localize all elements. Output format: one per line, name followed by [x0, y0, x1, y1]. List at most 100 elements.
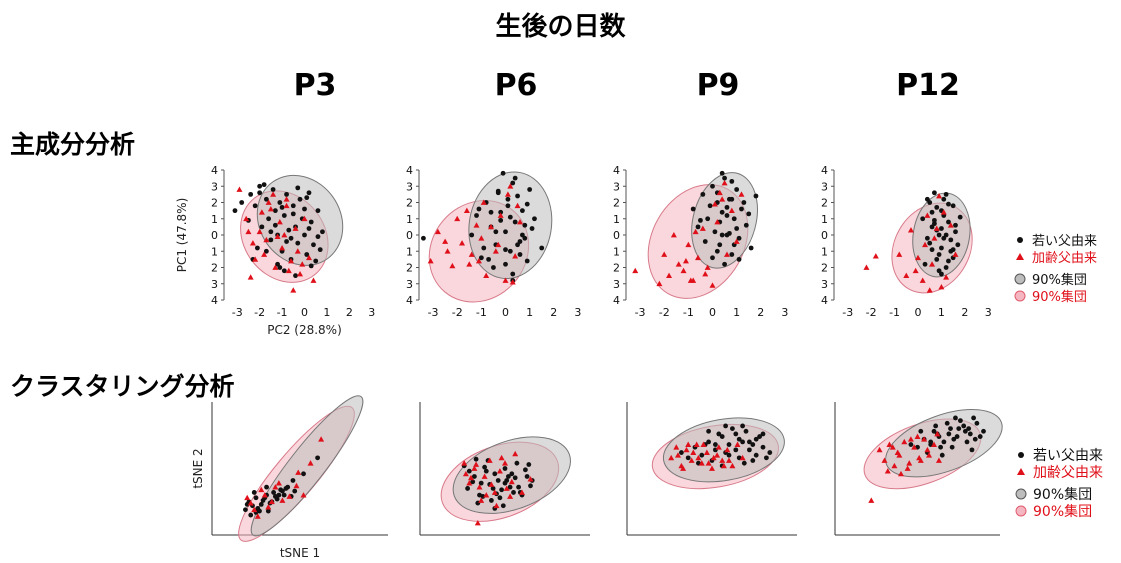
x-tick-label: -2: [659, 306, 670, 319]
point-old: [724, 446, 731, 453]
point-old: [931, 441, 937, 447]
point-young: [526, 462, 532, 467]
point-young: [517, 252, 523, 257]
point-young: [293, 273, 298, 279]
point-young: [511, 490, 516, 495]
point-old: [480, 199, 487, 205]
point-old: [507, 183, 514, 189]
point-old: [891, 462, 898, 469]
legend-young-label: 若い父由来: [1033, 448, 1103, 464]
point-old: [508, 478, 515, 485]
point-old: [668, 454, 675, 461]
point-young: [730, 426, 735, 431]
point-young: [498, 217, 504, 223]
point-young: [964, 439, 970, 445]
point-young: [304, 252, 310, 257]
point-old: [714, 219, 721, 225]
point-young: [729, 196, 735, 202]
point-old: [680, 267, 687, 274]
legend-old-ellipse-label: 90%集団: [1032, 289, 1087, 305]
point-young: [955, 242, 961, 248]
point-old: [293, 482, 300, 489]
point-young: [473, 456, 479, 462]
point-young: [500, 170, 506, 176]
point-old: [279, 497, 286, 503]
point-young: [748, 245, 754, 251]
point-old: [702, 271, 709, 277]
point-young: [481, 245, 487, 251]
point-young: [480, 494, 486, 499]
point-young: [512, 219, 518, 225]
point-old: [461, 460, 468, 466]
point-old: [254, 513, 261, 519]
point-old: [687, 277, 694, 283]
point-young: [507, 484, 513, 490]
point-old: [272, 264, 279, 270]
point-young: [972, 436, 978, 442]
point-old: [459, 240, 466, 246]
point-young: [268, 237, 274, 243]
point-old: [502, 460, 508, 466]
point-young: [507, 248, 513, 254]
point-young: [476, 206, 482, 212]
point-young: [760, 444, 766, 450]
point-young: [510, 271, 516, 277]
point-young: [938, 444, 943, 450]
ellipse-young-90: [256, 174, 344, 266]
point-young: [722, 175, 727, 181]
point-young: [286, 227, 292, 233]
point-old: [919, 277, 926, 283]
point-old: [516, 219, 523, 225]
point-old: [704, 264, 711, 270]
point-young: [753, 452, 759, 458]
point-young: [257, 183, 263, 189]
point-old: [709, 282, 716, 288]
point-young: [257, 190, 263, 196]
point-young: [767, 450, 773, 455]
point-young: [265, 508, 271, 514]
point-old: [247, 274, 254, 280]
point-young: [719, 209, 725, 215]
point-old: [889, 444, 896, 450]
y-tick-label: 1: [406, 245, 413, 258]
point-old: [434, 228, 441, 235]
point-young: [750, 442, 756, 447]
point-old: [519, 489, 525, 495]
point-young: [290, 211, 296, 217]
point-old: [307, 460, 314, 466]
x-tick-label: 1: [733, 306, 740, 319]
point-old: [716, 189, 723, 196]
point-young: [971, 415, 976, 421]
y-tick-label: 3: [406, 180, 413, 193]
point-old: [914, 433, 921, 439]
point-old: [256, 228, 263, 235]
point-old: [283, 196, 290, 202]
point-young: [726, 442, 732, 447]
point-old: [721, 180, 728, 186]
x-tick-label: 1: [323, 306, 330, 319]
point-old: [726, 457, 732, 463]
x-axis-label: tSNE 1: [280, 546, 320, 560]
point-young: [753, 193, 759, 199]
point-young: [315, 208, 321, 214]
point-young: [929, 247, 935, 253]
point-old: [483, 272, 490, 279]
point-old: [685, 441, 692, 447]
point-young: [271, 490, 276, 495]
point-old: [454, 215, 461, 222]
point-old: [907, 227, 914, 233]
point-old: [729, 462, 736, 469]
point-old: [734, 441, 741, 447]
y-tick-label: 3: [613, 180, 620, 193]
point-old: [933, 225, 940, 231]
point-old: [703, 449, 710, 455]
point-old: [881, 457, 888, 463]
x-tick-label: -1: [683, 306, 694, 319]
point-young: [949, 444, 955, 450]
point-young: [948, 426, 953, 431]
point-young: [313, 258, 319, 264]
y-tick-label: 4: [821, 294, 828, 307]
point-old: [478, 497, 485, 503]
point-old: [926, 287, 933, 293]
point-old: [872, 253, 879, 259]
